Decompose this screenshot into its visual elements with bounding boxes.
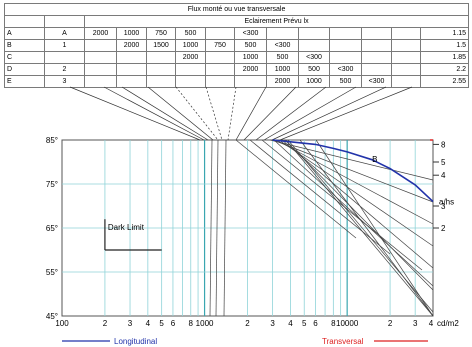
reference-line <box>215 139 219 317</box>
y-tick-label: 45° <box>46 312 58 321</box>
connector-line <box>271 86 387 141</box>
reference-line <box>284 139 434 291</box>
reference-line <box>235 139 357 239</box>
right-axis-label: a/hs <box>439 198 454 207</box>
y-tick-label: 75° <box>46 180 58 189</box>
x-tick-label: 5 <box>302 319 307 328</box>
x-tick-label: 2 <box>388 319 393 328</box>
connector-line <box>69 86 201 141</box>
legend-transversal-label: Transversal <box>322 337 364 346</box>
reference-line <box>287 139 434 313</box>
right-axis-tick-label: 4 <box>441 171 446 180</box>
x-tick-label: 4 <box>146 319 151 328</box>
curve-label: B <box>372 155 377 164</box>
luminance-table: Flux monté ou vue transversale Eclaireme… <box>3 3 470 88</box>
connector-line <box>103 86 205 141</box>
reference-line <box>223 139 227 317</box>
reference-line <box>315 139 434 317</box>
y-tick-label: 55° <box>46 268 58 277</box>
x-tick-label: 2 <box>245 319 250 328</box>
reference-line <box>261 139 423 271</box>
dark-limit-label: Dark Limit <box>108 223 145 232</box>
x-tick-label: 8 <box>189 319 194 328</box>
reference-line <box>272 139 434 203</box>
reference-line <box>249 139 391 255</box>
connector-line <box>279 86 413 141</box>
y-tick-label: 65° <box>46 224 58 233</box>
x-tick-label: 1000 <box>196 319 214 328</box>
reference-line <box>278 139 434 247</box>
right-axis-tick-label: 8 <box>441 140 446 149</box>
connector-line <box>121 86 209 141</box>
connector-line <box>255 86 327 141</box>
legend-longitudinal-label: Longitudinal <box>114 337 157 346</box>
series-curve <box>272 139 434 203</box>
reference-line <box>273 139 434 287</box>
y-tick-label: 85° <box>46 136 58 145</box>
table-cell: 1000 <box>298 75 330 88</box>
reference-line <box>275 139 434 225</box>
connector-line <box>235 86 267 141</box>
x-tick-label: 6 <box>171 319 176 328</box>
reference-line <box>281 139 434 269</box>
connector-line <box>263 86 357 141</box>
reference-line <box>269 139 434 181</box>
reference-line <box>209 139 213 317</box>
reference-line <box>285 139 434 317</box>
x-tick-label: 6 <box>313 319 318 328</box>
right-axis-tick-label: 5 <box>441 158 446 167</box>
right-axis-tick-label: 3 <box>441 202 446 211</box>
x-tick-label: 8 <box>331 319 336 328</box>
x-tick-label: 100 <box>55 319 69 328</box>
x-tick-label: 3 <box>128 319 133 328</box>
table-row: E 3 2000 1000 500 <300 2.55 <box>4 75 470 88</box>
x-tick-label: 5 <box>159 319 164 328</box>
x-tick-label: 4 <box>288 319 293 328</box>
x-unit-label: cd/m2 <box>437 319 459 328</box>
connector-line <box>175 86 219 141</box>
table-row: D 2 2000 1000 500 <300 2.2 <box>4 63 470 76</box>
right-axis-tick-label: 2 <box>441 224 446 233</box>
x-tick-label: 2 <box>103 319 108 328</box>
connector-line <box>147 86 214 141</box>
x-tick-label: 10000 <box>336 319 359 328</box>
connector-line <box>243 86 297 141</box>
connector-line <box>227 86 237 141</box>
x-tick-label: 3 <box>270 319 275 328</box>
x-tick-label: 4 <box>429 319 434 328</box>
table-cell-ratio: 2.55 <box>419 75 470 88</box>
connector-line <box>205 86 223 141</box>
table-cell: 3 <box>44 75 85 88</box>
x-tick-label: 3 <box>413 319 418 328</box>
table-row: A A 2000 1000 750 500 <300 1.15 <box>4 27 470 40</box>
